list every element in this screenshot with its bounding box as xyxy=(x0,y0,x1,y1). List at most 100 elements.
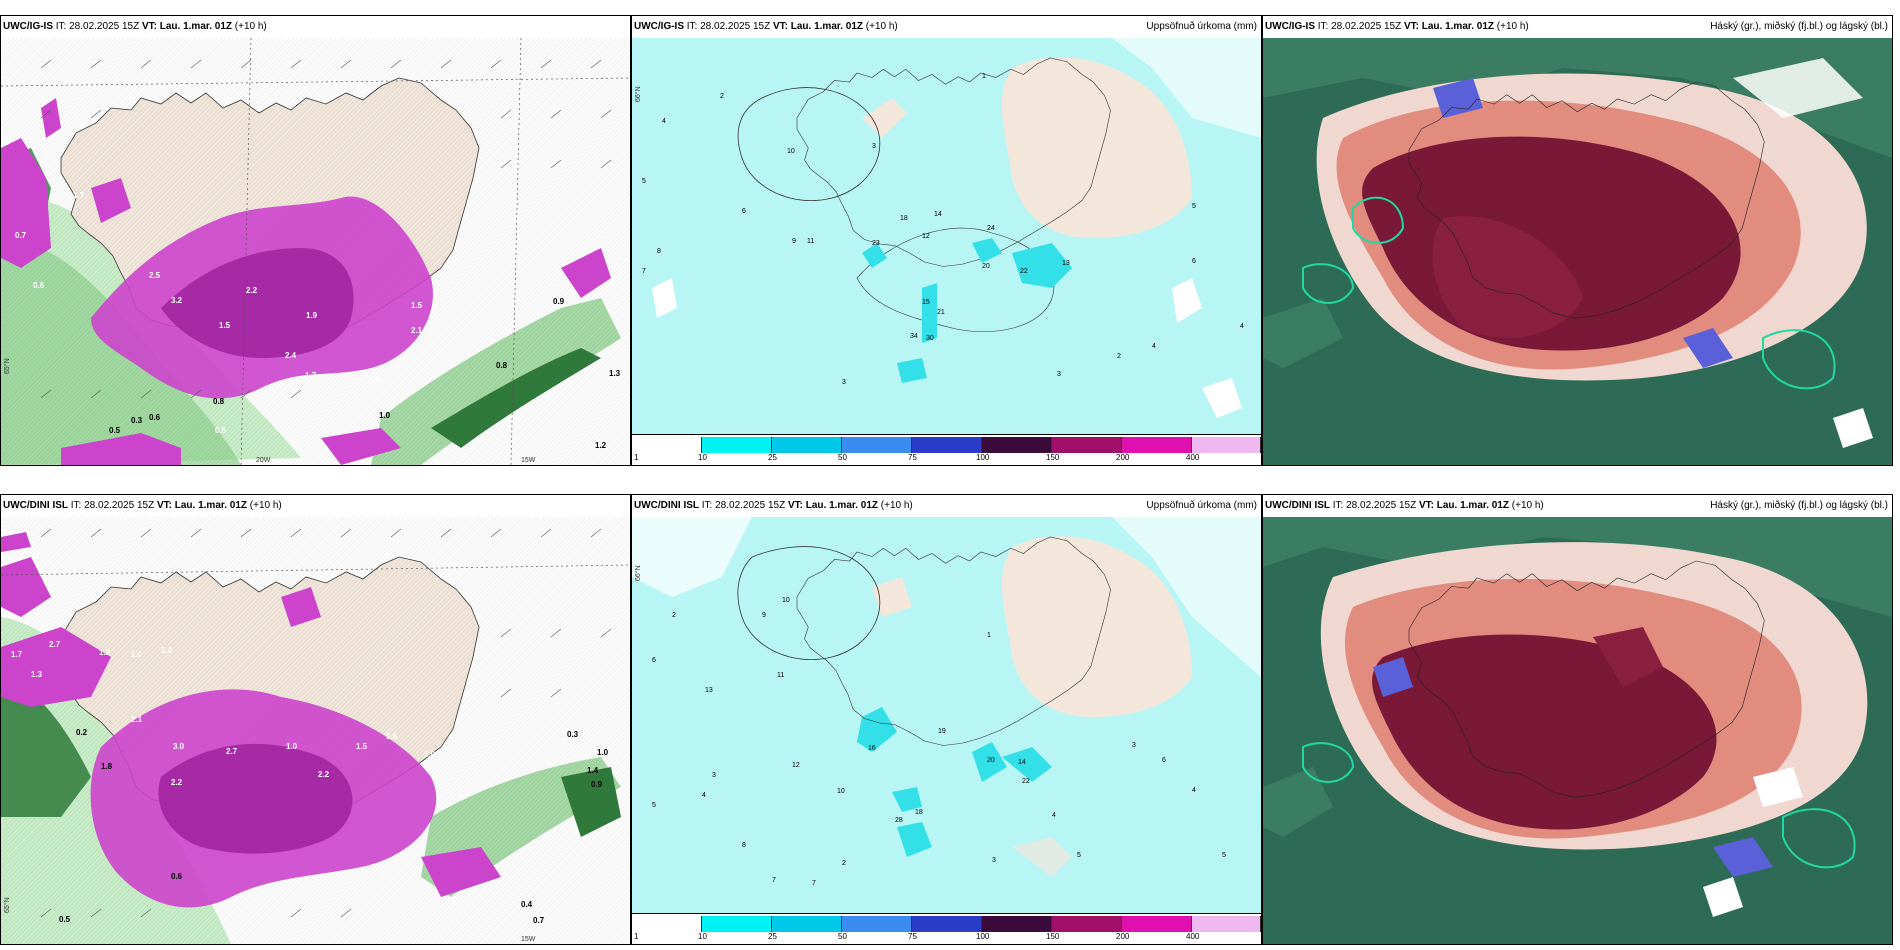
value-label: 20 xyxy=(987,757,995,764)
valid-time: Lau. 1.mar. 01Z xyxy=(1421,21,1495,32)
colorbar-segment xyxy=(1052,437,1122,453)
value-label: 1.2 xyxy=(595,441,607,450)
colorbar-segment xyxy=(912,916,982,932)
map-panel-bottom-cloud: UWC/DINI ISL IT: 28.02.2025 15Z VT: Lau.… xyxy=(1262,494,1893,945)
model-name: UWC/IG-IS xyxy=(634,21,684,32)
init-time: 28.02.2025 15Z xyxy=(69,21,140,32)
value-label: 1.5 xyxy=(219,321,231,330)
cloud-map xyxy=(1263,38,1892,465)
value-label: 1.6 xyxy=(386,732,398,741)
lat-label: 66°N xyxy=(634,86,642,102)
value-label: 0.3 xyxy=(131,416,143,425)
value-label: 7 xyxy=(812,880,816,887)
value-label: 1.3 xyxy=(609,369,621,378)
value-label: 9 xyxy=(762,612,766,619)
colorbar-segment xyxy=(1192,437,1261,453)
value-label: 18 xyxy=(900,215,908,222)
cloud-map xyxy=(1263,517,1892,944)
value-label: 7 xyxy=(642,268,646,275)
value-label: 0.5 xyxy=(215,426,227,435)
colorbar-tick: 10 xyxy=(698,453,707,462)
value-label: 2.0 xyxy=(424,750,436,759)
lat-label: 66°N xyxy=(634,565,642,581)
value-label: 10 xyxy=(782,597,790,604)
value-label: 0.6 xyxy=(171,872,183,881)
colorbar-tick: 75 xyxy=(908,932,917,941)
value-label: 16 xyxy=(868,745,876,752)
model-name: UWC/IG-IS xyxy=(1265,21,1315,32)
colorbar-tick: 1 xyxy=(634,453,639,462)
value-label: 3 xyxy=(842,379,846,386)
value-label: 4 xyxy=(1052,812,1056,819)
value-label: 1.0 xyxy=(379,411,391,420)
colorbar-segment xyxy=(772,916,842,932)
value-label: 0.6 xyxy=(149,413,161,422)
value-label: 28 xyxy=(895,817,903,824)
lead-time: (+10 h) xyxy=(1496,21,1529,32)
lon-label: 15W xyxy=(521,936,536,943)
colorbar-tick: 100 xyxy=(976,453,990,462)
valid-time: Lau. 1.mar. 01Z xyxy=(805,500,879,511)
value-label: 3 xyxy=(1132,742,1136,749)
vt-label: VT: xyxy=(787,500,803,511)
it-label: IT: xyxy=(686,21,698,32)
value-label: 1.7 xyxy=(11,650,23,659)
colorbar-segment xyxy=(632,437,702,453)
value-label: 15 xyxy=(922,299,930,306)
value-label: 8 xyxy=(657,248,661,255)
colorbar-segment xyxy=(1122,916,1192,932)
value-label: 1.7 xyxy=(305,371,317,380)
lead-time: (+10 h) xyxy=(1511,500,1544,511)
value-label: 2 xyxy=(1117,353,1121,360)
init-time: 28.02.2025 15Z xyxy=(1331,21,1402,32)
model-name: UWC/DINI ISL xyxy=(634,500,699,511)
colorbar-tick: 400 xyxy=(1186,932,1200,941)
colorbar-segment xyxy=(702,916,772,932)
value-label: 1.8 xyxy=(101,762,113,771)
vt-label: VT: xyxy=(772,21,788,32)
value-label: 23 xyxy=(872,240,880,247)
value-label: 1.9 xyxy=(306,311,318,320)
value-label: 1.4 xyxy=(161,646,173,655)
value-label: 8 xyxy=(742,842,746,849)
value-label: 0.9 xyxy=(553,297,565,306)
value-label: 1.0 xyxy=(131,650,143,659)
colorbar-tick: 10 xyxy=(698,932,707,941)
value-label: 2.4 xyxy=(285,351,297,360)
model-name: UWC/IG-IS xyxy=(3,21,53,32)
value-label: 1.5 xyxy=(411,301,423,310)
value-label: 5 xyxy=(1222,852,1226,859)
value-label: 34 xyxy=(910,333,918,340)
value-label: 3.0 xyxy=(173,742,185,751)
init-time: 28.02.2025 15Z xyxy=(715,500,786,511)
valid-time: Lau. 1.mar. 01Z xyxy=(790,21,864,32)
value-label: 2.1 xyxy=(131,715,143,724)
colorbar-segment xyxy=(982,437,1052,453)
lead-time: (+10 h) xyxy=(865,21,898,32)
value-label: 10 xyxy=(787,148,795,155)
panel-title: Háský (gr.), miðský (fj.bl.) og lágský (… xyxy=(1710,500,1888,511)
map-panel-bottom-precip: UWC/DINI ISL IT: 28.02.2025 15Z VT: Lau.… xyxy=(631,494,1262,945)
map-panel-top-precip: UWC/IG-IS IT: 28.02.2025 15Z VT: Lau. 1.… xyxy=(631,15,1262,466)
vt-label: VT: xyxy=(156,500,172,511)
lon-label: 15W xyxy=(521,457,536,464)
model-name: UWC/DINI ISL xyxy=(1265,500,1330,511)
model-name: UWC/DINI ISL xyxy=(3,500,68,511)
colorbar-tick: 50 xyxy=(838,932,847,941)
colorbar-tick: 50 xyxy=(838,453,847,462)
colorbar-tick: 100 xyxy=(976,932,990,941)
value-label: 4 xyxy=(1240,323,1244,330)
value-label: 1.3 xyxy=(31,670,43,679)
panel-header: UWC/DINI ISL IT: 28.02.2025 15Z VT: Lau.… xyxy=(1,495,630,517)
panel-title: Uppsöfnuð úrkoma (mm) xyxy=(1146,21,1257,32)
valid-time: Lau. 1.mar. 01Z xyxy=(174,500,248,511)
lead-time: (+10 h) xyxy=(249,500,282,511)
colorbar-tick: 150 xyxy=(1046,932,1060,941)
value-label: 1.3 xyxy=(99,648,111,657)
value-label: 14 xyxy=(934,211,942,218)
lon-label: 20W xyxy=(256,457,271,464)
colorbar-tick: 1 xyxy=(634,932,639,941)
map-panel-top-wind: UWC/IG-IS IT: 28.02.2025 15Z VT: Lau. 1.… xyxy=(0,15,631,466)
value-label: 2.5 xyxy=(149,271,161,280)
vt-label: VT: xyxy=(141,21,157,32)
